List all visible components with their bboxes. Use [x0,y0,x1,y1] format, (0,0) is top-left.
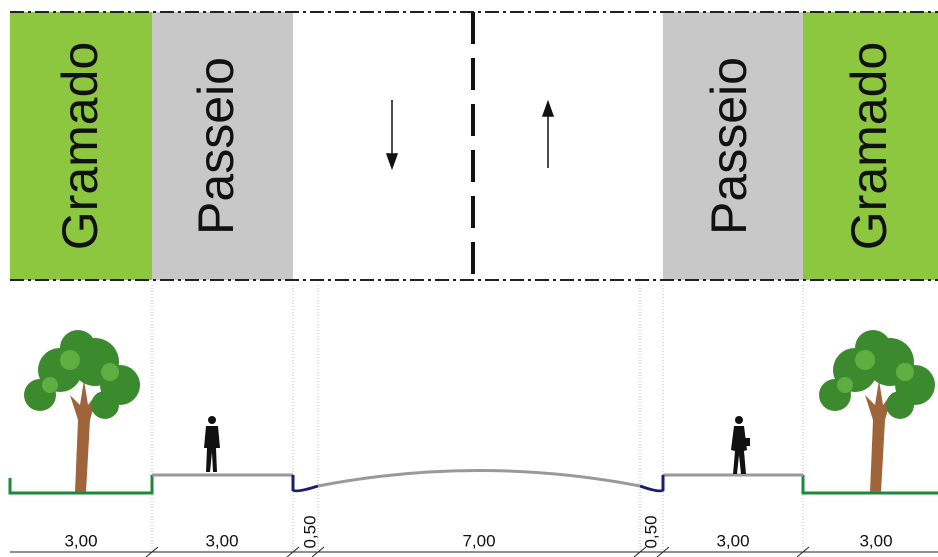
dimension-label: 3,00 [64,531,97,550]
zone-label: Passeio [701,57,757,235]
guide-lines [151,285,804,550]
road-surface [317,469,641,488]
pedestrian [731,416,750,474]
lawn [803,12,938,280]
dimension-label: 0,50 [300,515,319,548]
sidewalk [663,12,803,280]
tree [24,330,140,492]
zone-label: Gramado [841,42,897,250]
lawn-ground [8,475,154,495]
dimension-label: 3,00 [859,531,892,550]
tree [819,330,935,492]
lawn [10,12,152,280]
dimension-label: 7,00 [462,531,495,550]
curb [639,475,665,493]
sidewalk [152,12,293,280]
pedestrian [204,416,220,472]
dimension-label: 3,00 [205,531,238,550]
zone-label: Gramado [52,42,108,250]
zone-label: Passeio [188,57,244,235]
lawn-ground [801,475,938,495]
curb [291,475,319,493]
dimension-ticks [145,546,810,557]
dimension-label: 3,00 [716,531,749,550]
direction-arrows [385,99,555,171]
dimension-label: 0,50 [641,515,660,548]
